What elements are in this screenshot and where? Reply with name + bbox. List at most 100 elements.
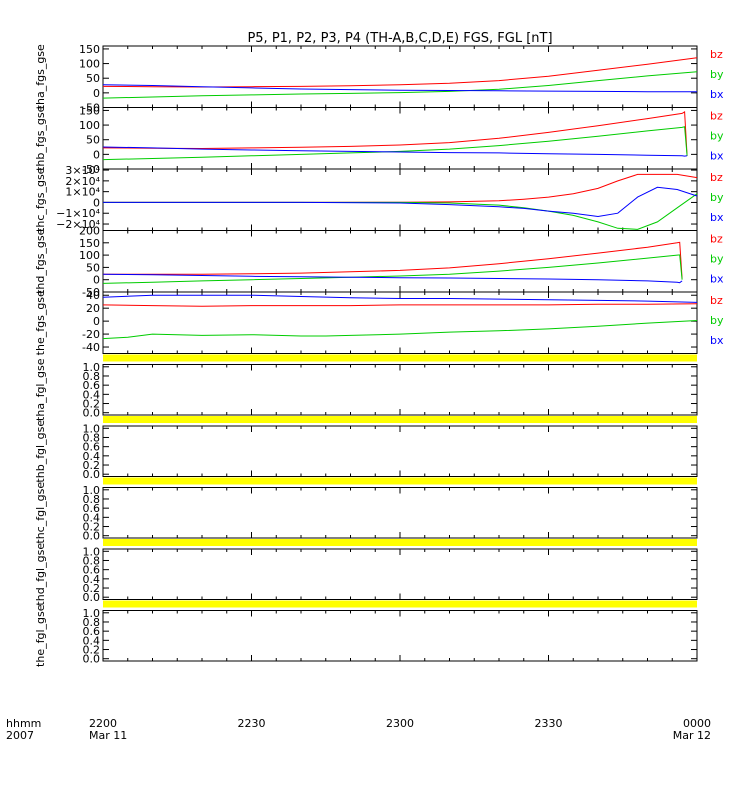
- panel-frame: [102, 548, 698, 600]
- ylabel-tha_fgs_gse: tha_fgs_gse: [34, 44, 47, 109]
- ytick-label: 0.4: [83, 511, 101, 524]
- plot-title: P5, P1, P2, P3, P4 (TH-A,B,C,D,E) FGS, F…: [247, 31, 552, 46]
- legend-bz: bz: [710, 294, 723, 307]
- ytick-label: 0.2: [83, 582, 101, 595]
- time-tick-label: 0000: [683, 717, 711, 730]
- legend-by: by: [710, 191, 724, 204]
- panel-thb_fgl_gse: 1.00.80.60.40.20.0 thb_fgl_gse: [34, 416, 698, 483]
- legend-bz: bz: [710, 171, 723, 184]
- legend-by: by: [710, 130, 724, 143]
- panel-frame: [102, 610, 698, 662]
- ytick-label: 0.4: [83, 573, 101, 586]
- legend-bx: bx: [710, 88, 724, 101]
- ytick-label: 0.0: [83, 591, 101, 604]
- panel-tha_fgl_gse: 1.00.80.60.40.20.0 tha_fgl_gse: [34, 354, 698, 421]
- panel-thb_fgs_gse: 150 100 500 -50 thb_fgs_gse bz by bx: [34, 104, 724, 176]
- legend-bz: bz: [710, 233, 723, 246]
- legend-by: by: [710, 68, 724, 81]
- ylabel-thd_fgl_gse: thd_fgl_gse: [34, 543, 47, 606]
- time-row-label-hhmm: hhmm: [6, 717, 41, 730]
- ylabel-thb_fgl_gse: thb_fgl_gse: [34, 420, 47, 483]
- ytick-label: 0: [93, 196, 100, 209]
- ytick-label: 0.4: [83, 450, 101, 463]
- ytick-label: 0.0: [83, 407, 101, 420]
- ylabel-the_fgs_gse: the_fgs_gse: [34, 290, 47, 355]
- ytick-label: -50: [82, 102, 100, 115]
- series-line-bz: [103, 241, 683, 279]
- ytick-label: -50: [82, 163, 100, 176]
- time-tick-date: Mar 12: [673, 729, 711, 742]
- ytick-label: −2×10⁴: [56, 218, 100, 231]
- ytick-label: 0: [93, 274, 100, 287]
- ytick-label: 0: [93, 87, 100, 100]
- ytick-label: 50: [86, 134, 100, 147]
- ylabel-thc_fgl_gse: thc_fgl_gse: [34, 482, 47, 544]
- ytick-label: 0.0: [83, 468, 101, 481]
- series-line-by: [103, 193, 698, 230]
- legend-by: by: [710, 253, 724, 266]
- no-data-band: [103, 539, 697, 546]
- panel-frame: [102, 364, 698, 416]
- ytick-label: 40: [86, 289, 100, 302]
- ylabel-thb_fgs_gse: thb_fgs_gse: [34, 105, 47, 171]
- ytick-label: 2×10⁴: [65, 175, 100, 188]
- series-line-bx: [102, 84, 697, 93]
- ytick-label: 150: [79, 104, 100, 117]
- time-row-label-year: 2007: [6, 729, 34, 742]
- no-data-band: [103, 477, 697, 485]
- ylabel-thc_fgs_gse: thc_fgs_gse: [34, 167, 47, 232]
- ytick-label: 0: [93, 315, 100, 328]
- series-line-bx: [102, 273, 683, 284]
- ytick-label: 0.8: [83, 431, 101, 444]
- no-data-band: [103, 416, 697, 423]
- series-line-bx: [102, 294, 698, 303]
- ylabel-thd_fgs_gse: thd_fgs_gse: [34, 228, 47, 294]
- ytick-label: 1×10⁴: [65, 186, 100, 199]
- series-line-bx: [103, 186, 698, 218]
- ytick-label: 0: [93, 148, 100, 161]
- legend-bz: bz: [710, 110, 723, 123]
- time-tick-label: 2300: [386, 717, 414, 730]
- ytick-label: -40: [82, 341, 100, 354]
- ytick-label: 100: [79, 119, 100, 132]
- series-line-by: [102, 126, 688, 161]
- ytick-label: 0.0: [83, 530, 101, 543]
- ytick-label: 100: [79, 249, 100, 262]
- ytick-label: 0.6: [83, 502, 101, 515]
- ytick-label: 100: [79, 58, 100, 71]
- ytick-label: 20: [86, 302, 100, 315]
- ytick-label: 0.2: [83, 398, 101, 411]
- ytick-label: 0.4: [83, 388, 101, 401]
- ytick-label: 1.0: [83, 607, 101, 620]
- time-tick-label: 2330: [535, 717, 563, 730]
- legend-by: by: [710, 314, 724, 327]
- ytick-label: 1.0: [83, 545, 101, 558]
- panel-frame: [102, 487, 698, 539]
- ytick-label: 3×10⁴: [65, 164, 100, 177]
- series-line-by: [102, 71, 698, 99]
- legend-bx: bx: [710, 150, 724, 163]
- ytick-label: 0.4: [83, 634, 101, 647]
- series-line-bx: [102, 146, 688, 157]
- ytick-label: 1.0: [83, 361, 101, 374]
- legend-bx: bx: [710, 334, 724, 347]
- ytick-label: 1.0: [83, 484, 101, 497]
- ytick-label: 0.8: [83, 616, 101, 629]
- ytick-label: -50: [82, 286, 100, 299]
- ytick-label: 200: [79, 225, 100, 238]
- ylabel-tha_fgl_gse: tha_fgl_gse: [34, 358, 47, 421]
- ytick-label: 0.2: [83, 459, 101, 472]
- ytick-label: 0.6: [83, 441, 101, 454]
- ytick-label: 1.0: [83, 422, 101, 435]
- panel-frame: [102, 230, 698, 293]
- legend-bz: bz: [710, 48, 723, 61]
- series-line-bz: [102, 303, 698, 307]
- series-line-by: [102, 254, 683, 284]
- ytick-label: 0.8: [83, 493, 101, 506]
